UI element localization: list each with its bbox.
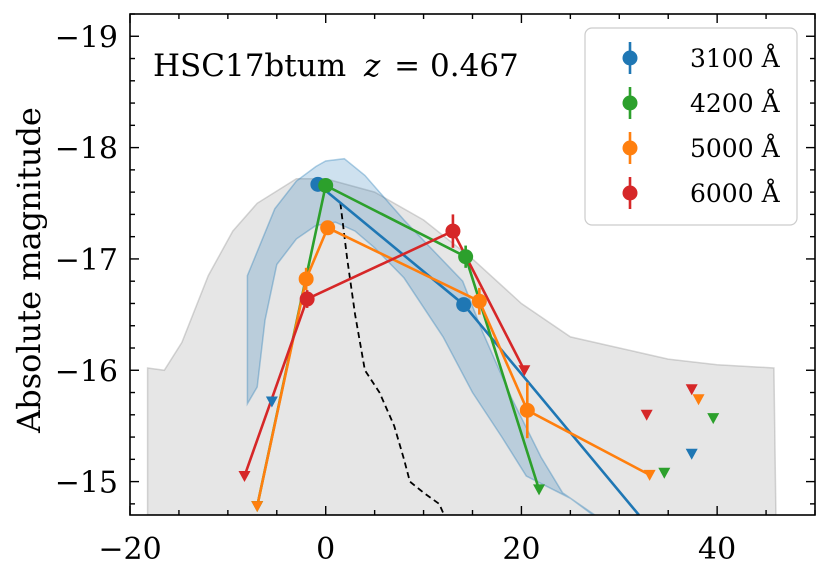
legend-marker-0 [622,50,638,66]
object-annotation: HSC17btum z = 0.467 [153,48,519,84]
legend-label-2: 5000 Å [690,133,781,163]
upper-limit-2-1 [643,469,656,481]
legend-label-0: 3100 Å [690,43,781,73]
data-point-0-1 [456,297,472,313]
x-tick-label: 0 [316,532,335,567]
y-tick-label: −19 [55,20,118,55]
x-tick-label: 20 [502,532,540,567]
legend-box [584,27,798,226]
data-point-2-1 [320,220,336,236]
axes-frame [129,13,816,516]
series-line-3 [243,229,526,477]
dashed-curve-line [339,203,445,515]
x-tick-label: 40 [698,532,736,567]
y-axis-title: Absolute magnitude [10,107,48,434]
data-point-2-3 [519,402,535,418]
object-name: HSC17btum [153,48,346,84]
upper-limit-2-2 [692,394,705,406]
legend-marker-1 [622,95,638,111]
shaded-band-1 [246,157,597,515]
legend-label-3: 6000 Å [690,178,781,208]
y-tick-label: −18 [55,132,118,167]
upper-limit-3-2 [640,409,653,421]
upper-limit-1-2 [658,467,671,479]
dashed-model-curve [339,203,445,515]
data-point-1-0 [318,177,334,193]
data-point-3-0 [299,291,315,307]
upper-limit-0-0 [265,396,278,408]
data-point-2-2 [471,293,487,309]
upper-limit-3-1 [518,365,531,377]
upper-limit-1-3 [707,413,720,425]
upper-limit-1-1 [533,484,546,496]
upper-limit-3-0 [238,471,251,483]
y-tick-labels: −15 −16 −17 −18 −19 [55,20,118,500]
y-tick-label: −15 [55,466,118,501]
y-tick-label: −16 [55,354,118,389]
upper-limit-0-1 [685,448,698,460]
data-point-3-1 [445,223,461,239]
legend-marker-3 [622,185,638,201]
upper-limit-3-3 [685,384,698,396]
legend-marker-2 [622,140,638,156]
data-points [298,176,535,418]
data-point-1-1 [458,249,474,265]
data-point-2-0 [298,271,314,287]
redshift-symbol: z [363,48,381,84]
upper-limit-2-0 [251,501,264,513]
redshift-value: = 0.467 [394,48,519,84]
x-tick-labels: −20 0 20 40 [98,532,736,567]
legend-label-1: 4200 Å [690,88,781,118]
x-tick-label: −20 [98,532,161,567]
legend: 3100 Å 4200 Å 5000 Å 6000 Å [584,27,798,226]
series-line-2 [255,226,651,507]
upper-limit-markers [238,365,720,513]
y-tick-label: −17 [55,243,118,278]
